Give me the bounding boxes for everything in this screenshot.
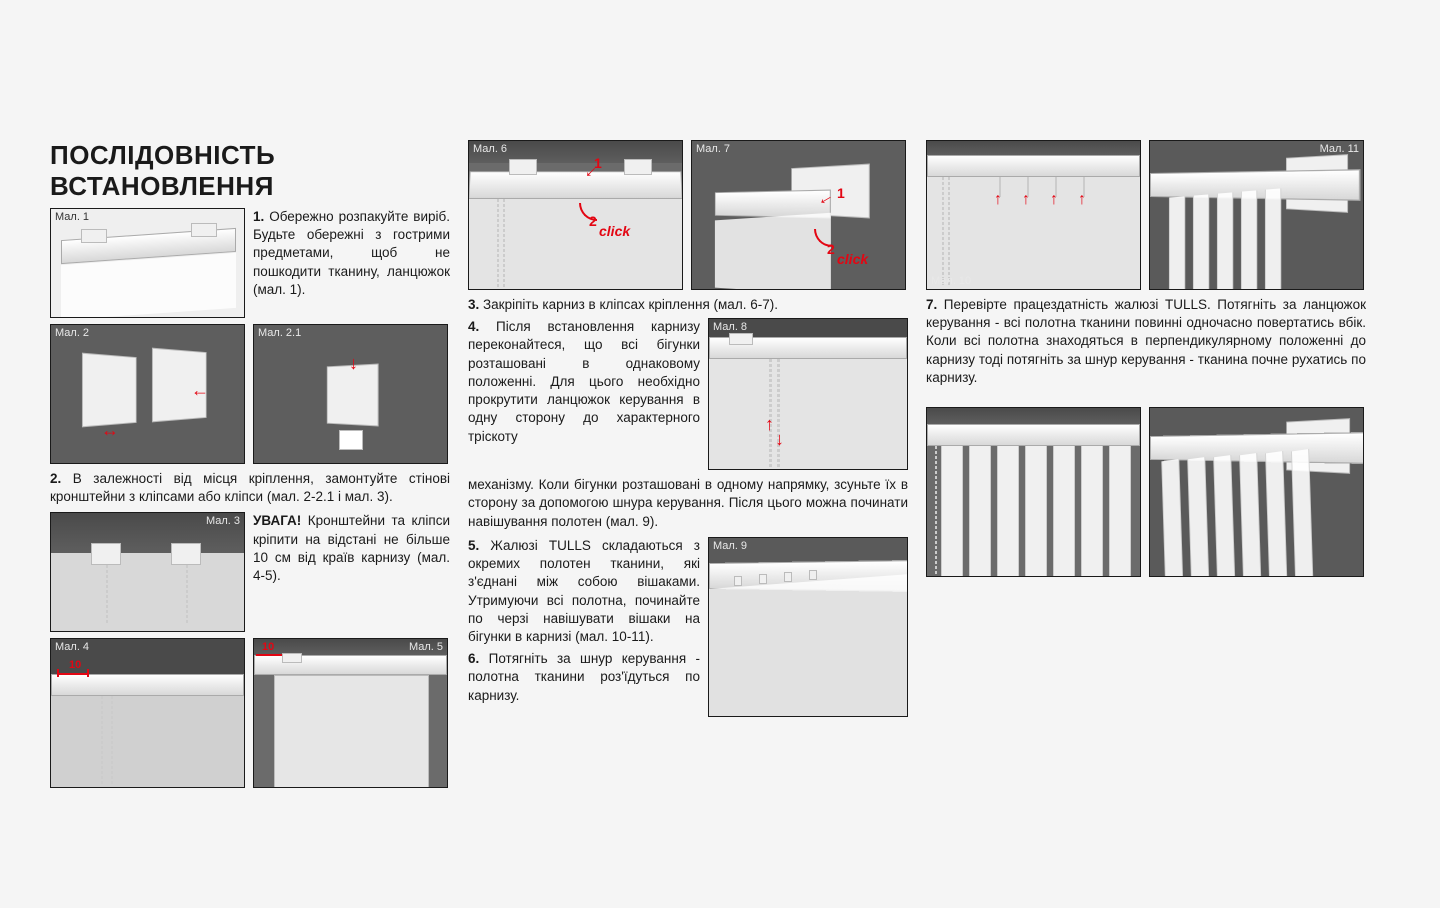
step-1-body: Обережно розпакуйте виріб. Будьте обереж… xyxy=(253,209,450,297)
step-6-bold: 6. xyxy=(468,651,479,666)
click-fig6: click xyxy=(599,223,630,239)
fig-label-11: Мал. 11 xyxy=(1320,143,1359,155)
row-step4-fig8: 4. Після встановлення карнизу переконайт… xyxy=(468,318,908,470)
step-7-bold: 7. xyxy=(926,297,937,312)
step-3-body: Закріпіть карниз в кліпсах кріплення (ма… xyxy=(479,297,778,312)
column-1: ПОСЛІДОВНІСТЬ ВСТАНОВЛЕННЯ Мал. 1 1. Обе… xyxy=(50,140,450,848)
fig-label-6: Мал. 6 xyxy=(473,143,507,155)
fig-label-1: Мал. 1 xyxy=(55,211,89,223)
row-fig6-fig7: Мал. 6 1 ↓ 2 click Мал. 7 1 ↓ 2 click xyxy=(468,140,908,290)
row-fig1-step1: Мал. 1 1. Обережно розпакуйте виріб. Буд… xyxy=(50,208,450,318)
figure-1: Мал. 1 xyxy=(50,208,245,318)
steps-5-6-block: 5. Жалюзі TULLS складаються з окремих по… xyxy=(468,537,700,717)
figure-9: Мал. 9 xyxy=(708,537,908,717)
row-fig4-fig5: Мал. 4 10 Мал. 5 10 xyxy=(50,638,450,788)
row-final-figs xyxy=(926,407,1366,577)
step-5-text: 5. Жалюзі TULLS складаються з окремих по… xyxy=(468,537,700,646)
arrow-1-fig7: 1 xyxy=(837,185,845,201)
step-4a-body: Після встановлення карнизу переконайтеся… xyxy=(468,319,700,443)
fig-label-9: Мал. 9 xyxy=(713,540,747,552)
figure-final-b xyxy=(1149,407,1364,577)
step-4-bold: 4. xyxy=(468,319,479,334)
fig-label-21: Мал. 2.1 xyxy=(258,327,301,339)
row-fig3-attn: Мал. 3 УВАГА! Кронштейни та кліпси кріпи… xyxy=(50,512,450,632)
figure-5: Мал. 5 10 xyxy=(253,638,448,788)
click-fig7: click xyxy=(837,251,868,267)
step-5-body: Жалюзі TULLS складаються з окремих полот… xyxy=(468,538,700,644)
step-1-text: 1. Обережно розпакуйте виріб. Будьте обе… xyxy=(253,208,450,318)
fig-label-10: Мал. 10 xyxy=(931,275,971,287)
step-2-body: В залежності від місця кріплення, замонт… xyxy=(50,471,450,504)
column-2: Мал. 6 1 ↓ 2 click Мал. 7 1 ↓ 2 click xyxy=(468,140,908,848)
step-3-text: 3. Закріпіть карниз в кліпсах кріплення … xyxy=(468,296,908,314)
fig-label-2: Мал. 2 xyxy=(55,327,89,339)
step-1-bold: 1. xyxy=(253,209,264,224)
fig-label-7: Мал. 7 xyxy=(696,143,730,155)
step-7-body: Перевірте працездатність жалюзі TULLS. П… xyxy=(926,297,1366,385)
fig-label-4: Мал. 4 xyxy=(55,641,89,653)
step-2-bold: 2. xyxy=(50,471,61,486)
step-5-bold: 5. xyxy=(468,538,479,553)
figure-2-1: Мал. 2.1 ↓ xyxy=(253,324,448,464)
step-6-body: Потягніть за шнур керування - полотна тк… xyxy=(468,651,700,702)
figure-2: Мал. 2 ↔ ← xyxy=(50,324,245,464)
dim-10-fig5: 10 xyxy=(262,641,274,653)
figure-11: Мал. 11 xyxy=(1149,140,1364,290)
row-fig2-fig21: Мал. 2 ↔ ← Мал. 2.1 ↓ xyxy=(50,324,450,464)
figure-3: Мал. 3 xyxy=(50,512,245,632)
step-6-text: 6. Потягніть за шнур керування - полотна… xyxy=(468,650,700,705)
row-fig10-fig11: Мал. 10 ↑ ↑ ↑ ↑ Мал. 11 xyxy=(926,140,1366,290)
figure-7: Мал. 7 1 ↓ 2 click xyxy=(691,140,906,290)
attention-bold: УВАГА! xyxy=(253,513,301,528)
column-3: Мал. 10 ↑ ↑ ↑ ↑ Мал. 11 7 xyxy=(926,140,1366,848)
step-4a-text: 4. Після встановлення карнизу переконайт… xyxy=(468,318,700,470)
row-step56-fig9: 5. Жалюзі TULLS складаються з окремих по… xyxy=(468,537,908,717)
step-4b-text: механізму. Коли бігунки розташовані в од… xyxy=(468,476,908,531)
figure-final-a xyxy=(926,407,1141,577)
step-7-text: 7. Перевірте працездатність жалюзі TULLS… xyxy=(926,296,1366,387)
fig-label-8: Мал. 8 xyxy=(713,321,747,333)
fig-label-3: Мал. 3 xyxy=(206,515,240,527)
attention-text: УВАГА! Кронштейни та кліпси кріпити на в… xyxy=(253,512,450,632)
dim-10-fig4: 10 xyxy=(69,659,81,671)
figure-4: Мал. 4 10 xyxy=(50,638,245,788)
fig-label-5: Мал. 5 xyxy=(409,641,443,653)
figure-10: Мал. 10 ↑ ↑ ↑ ↑ xyxy=(926,140,1141,290)
step-2-text: 2. В залежності від місця кріплення, зам… xyxy=(50,470,450,506)
step-3-bold: 3. xyxy=(468,297,479,312)
page-title: ПОСЛІДОВНІСТЬ ВСТАНОВЛЕННЯ xyxy=(50,140,450,202)
figure-8: Мал. 8 ↑ ↓ xyxy=(708,318,908,470)
figure-6: Мал. 6 1 ↓ 2 click xyxy=(468,140,683,290)
